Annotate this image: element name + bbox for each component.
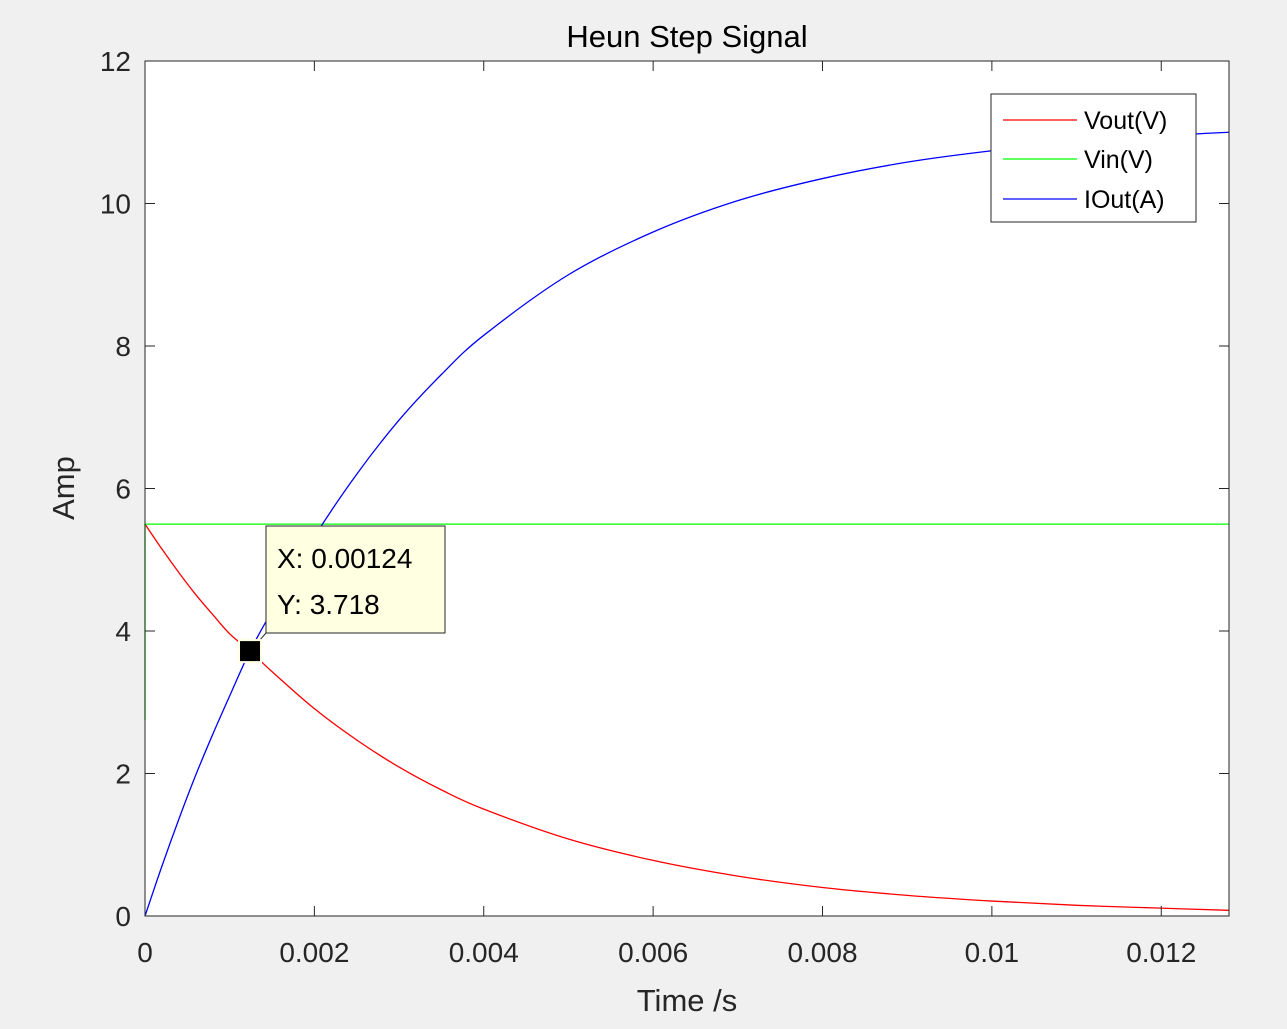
series-line-iout-a[interactable] xyxy=(144,131,1230,917)
y-tick-label: 8 xyxy=(115,331,131,362)
y-tick-label: 12 xyxy=(100,46,131,77)
y-tick-label: 2 xyxy=(115,759,131,790)
x-tick-label: 0 xyxy=(137,937,153,968)
datatip-marker-layer xyxy=(238,632,267,664)
legend-entry[interactable]: Vout(V) xyxy=(1003,107,1167,135)
datatip-box xyxy=(265,525,446,634)
legend-label: Vout(V) xyxy=(1084,107,1167,135)
x-tick-label: 0.008 xyxy=(787,937,857,968)
y-tick-label: 6 xyxy=(115,474,131,505)
x-tick-label: 0.01 xyxy=(965,937,1020,968)
y-tick-label: 10 xyxy=(100,189,131,220)
chart-title: Heun Step Signal xyxy=(566,19,807,54)
y-tick-label: 4 xyxy=(115,616,131,647)
x-tick-label: 0.004 xyxy=(449,937,519,968)
y-axis-label: Amp xyxy=(46,456,81,520)
x-tick-label: 0.006 xyxy=(618,937,688,968)
legend[interactable]: Vout(V) Vin(V) IOut(A) xyxy=(990,93,1197,223)
legend-entry[interactable]: Vin(V) xyxy=(1003,146,1153,174)
datatip-y-label: Y: 3.718 xyxy=(277,589,380,620)
series-line-vout-v[interactable] xyxy=(144,523,1230,911)
legend-box xyxy=(990,93,1197,223)
legend-entry[interactable]: IOut(A) xyxy=(1003,186,1165,214)
x-tick-label: 0.012 xyxy=(1126,937,1196,968)
legend-label: Vin(V) xyxy=(1084,146,1153,174)
datatip-x-label: X: 0.00124 xyxy=(277,543,412,574)
datatip-marker[interactable] xyxy=(238,639,263,664)
datatip[interactable]: X: 0.00124 Y: 3.718 xyxy=(265,525,446,634)
y-tick-label: 0 xyxy=(115,901,131,932)
ticks-layer: 0 0.002 0.004 0.006 0.008 0.01 0.012 0 2 4 6 8 10 12 xyxy=(100,46,1229,968)
x-axis-label: Time /s xyxy=(637,983,737,1018)
x-tick-label: 0.002 xyxy=(279,937,349,968)
legend-label: IOut(A) xyxy=(1084,186,1165,214)
